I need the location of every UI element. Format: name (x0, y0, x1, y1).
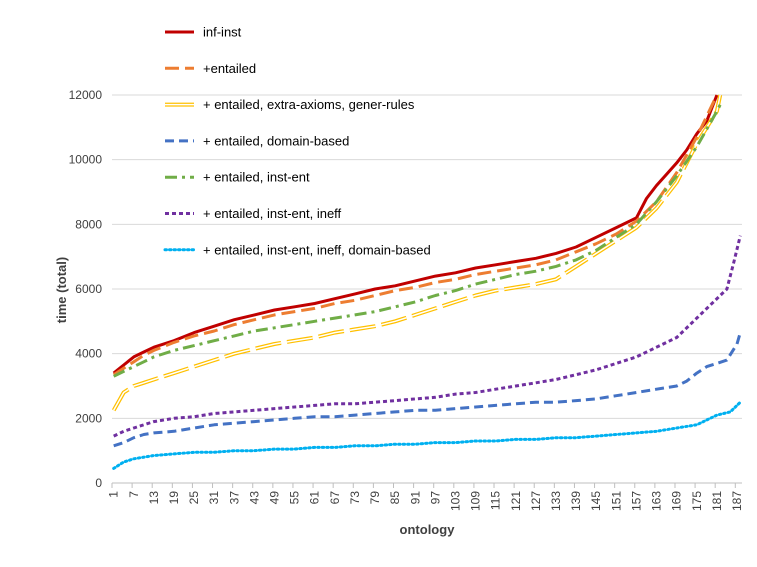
legend-label-6: + entailed, inst-ent, ineff (203, 206, 342, 221)
x-tick-label: 91 (408, 491, 422, 505)
x-axis-title: ontology (400, 522, 456, 537)
series-line-7 (112, 400, 742, 470)
x-tick-label: 175 (690, 491, 704, 511)
x-tick-label: 133 (549, 491, 563, 511)
series-line-1 (112, 94, 719, 375)
x-tick-label: 103 (448, 491, 462, 511)
series-line-6 (113, 235, 742, 438)
y-tick-label: 2000 (75, 411, 102, 425)
x-tick-label: 127 (529, 491, 543, 511)
series-line-4 (113, 332, 742, 448)
x-tick-label: 79 (368, 491, 382, 505)
y-tick-label: 6000 (75, 282, 102, 296)
legend-label-1: inf-inst (203, 25, 242, 40)
x-tick-label: 61 (308, 491, 322, 505)
legend-label-2: +entailed (203, 61, 256, 76)
y-tick-label: 8000 (75, 217, 102, 231)
x-tick-label: 97 (428, 491, 442, 505)
x-tick-label: 31 (207, 491, 221, 505)
x-tick-label: 25 (187, 491, 201, 505)
legend: inf-inst +entailed + entailed, extra-axiom… (163, 25, 431, 257)
x-tick-label: 151 (609, 491, 623, 511)
x-tick-label: 37 (227, 491, 241, 505)
x-tick-label: 163 (650, 491, 664, 511)
y-axis-title: time (total) (54, 257, 69, 323)
x-tick-label: 145 (589, 491, 603, 511)
x-tick-label: 7 (127, 491, 141, 498)
x-tick-label: 157 (629, 491, 643, 511)
y-axis-ticks: 0 2000 4000 6000 8000 10000 12000 (69, 88, 103, 490)
x-tick-label: 73 (348, 491, 362, 505)
x-tick-label: 121 (509, 491, 523, 511)
x-tick-label: 43 (247, 491, 261, 505)
legend-label-7: + entailed, inst-ent, ineff, domain-base… (203, 242, 431, 257)
x-tick-label: 67 (328, 491, 342, 505)
series-line-3-inner (113, 94, 721, 411)
x-tick-label: 19 (167, 491, 181, 505)
gridlines (112, 94, 742, 484)
y-tick-label: 4000 (75, 347, 102, 361)
x-tick-label: 115 (489, 491, 503, 510)
series-lines (111, 94, 742, 470)
x-tick-label: 109 (469, 491, 483, 511)
legend-label-4: + entailed, domain-based (203, 133, 349, 148)
x-tick-label: 181 (710, 491, 724, 511)
legend-label-5: + entailed, inst-ent (203, 170, 310, 185)
x-axis-ticks: 1 7 13 19 25 31 37 43 49 55 61 67 73 79 85 91 97 103 109 11… (107, 483, 744, 511)
x-tick-label: 55 (288, 491, 302, 505)
y-tick-label: 12000 (69, 88, 103, 102)
y-tick-label: 0 (95, 476, 102, 490)
x-tick-label: 1 (107, 491, 121, 498)
x-tick-label: 49 (268, 491, 282, 505)
y-tick-label: 10000 (69, 153, 103, 167)
x-tick-label: 169 (670, 491, 684, 511)
x-tick-label: 187 (730, 491, 744, 511)
x-tick-label: 139 (569, 491, 583, 511)
series-line-5 (113, 104, 722, 378)
x-tick-label: 85 (388, 491, 402, 505)
x-tick-label: 13 (147, 491, 161, 505)
legend-label-3: + entailed, extra-axioms, gener-rules (203, 97, 415, 112)
